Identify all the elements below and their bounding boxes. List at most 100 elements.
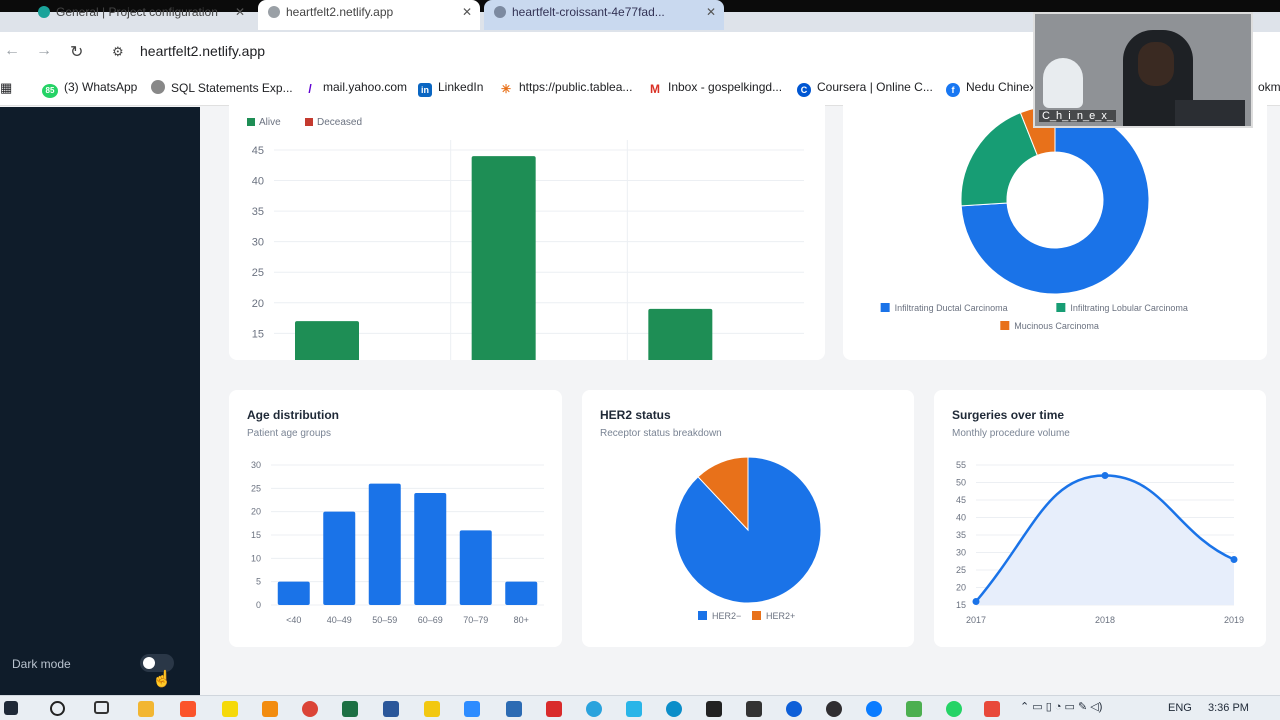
tab-label: heartfelt-croissant-4e77fad... [512, 5, 665, 19]
area-fill [976, 475, 1234, 605]
bar [368, 483, 401, 605]
y-tick-label: 40 [956, 513, 966, 523]
tab-favicon [38, 6, 50, 18]
legend-swatch [698, 611, 707, 620]
webcam-flowers [1043, 58, 1083, 108]
x-tick-label: 80+ [514, 615, 529, 625]
y-tick-label: 15 [252, 328, 264, 340]
excel-icon[interactable] [342, 701, 358, 717]
apps-grid-icon[interactable]: ▦ [0, 80, 13, 95]
y-tick-label: 20 [252, 298, 264, 310]
bookmark-facebook[interactable]: f Nedu Chinex [946, 80, 1035, 97]
close-icon[interactable]: ✕ [705, 5, 716, 19]
y-tick-label: 30 [251, 460, 261, 470]
language-indicator[interactable]: ENG [1168, 702, 1192, 714]
bookmark-gmail-inbox[interactable]: M Inbox - gospelkingd... [648, 80, 783, 96]
legend-swatch [1000, 321, 1010, 330]
file-explorer-icon[interactable] [138, 701, 154, 717]
snowflake-icon[interactable] [626, 701, 642, 717]
close-icon[interactable]: ✕ [461, 5, 472, 19]
y-tick-label: 40 [252, 176, 264, 188]
surgeries-line-chart: 15 20 25 30 35 40 45 50 55 2017 2018 2019 [956, 460, 1244, 625]
tab-favicon [494, 6, 506, 18]
stage-bar-chart: AliveDeceased051015202530354045Stage ISt… [247, 117, 804, 448]
bookmark-whatsapp[interactable]: 85 (3) WhatsApp [42, 80, 137, 98]
bar [414, 493, 447, 605]
legend-swatch [1056, 303, 1066, 312]
piano-icon[interactable] [746, 701, 762, 717]
toggle-knob [143, 657, 155, 669]
card-subtitle: Patient age groups [247, 428, 331, 439]
clock[interactable]: 3:36 PM [1208, 702, 1249, 714]
word-icon[interactable] [383, 701, 399, 717]
legend-label: Alive [259, 117, 281, 128]
tab-favicon [268, 6, 280, 18]
url-field[interactable]: heartfelt2.netlify.app [140, 43, 266, 59]
bookmark-coursera[interactable]: C Coursera | Online C... [797, 80, 933, 97]
data-point [1230, 556, 1238, 563]
sticky-notes-icon[interactable] [222, 701, 238, 717]
teamviewer-icon[interactable] [786, 701, 802, 717]
yahoo-icon: / [303, 82, 317, 96]
gmail-icon: M [648, 82, 662, 96]
capcut-icon[interactable] [706, 701, 722, 717]
back-arrow-icon[interactable]: ← [4, 42, 20, 59]
windows-taskbar: ⌃ ▭ ▯ ◔ ▭ ✎ ◁) ENG 3:36 PM [0, 695, 1280, 720]
power-bi-icon[interactable] [424, 701, 440, 717]
surgeries-card: Surgeries over time Monthly procedure vo… [934, 390, 1266, 647]
x-tick-label: <40 [286, 615, 301, 625]
vscode-icon[interactable] [506, 701, 522, 717]
her2-status-card: HER2 status Receptor status breakdown HE… [582, 390, 914, 647]
bookmark-linkedin[interactable]: in LinkedIn [418, 80, 483, 97]
legend-label: Mucinous Carcinoma [1014, 321, 1099, 331]
bookmark-overflow[interactable]: okma [1258, 80, 1280, 94]
vlc-icon[interactable] [262, 701, 278, 717]
bar [471, 156, 536, 425]
system-tray[interactable]: ⌃ ▭ ▯ ◔ ▭ ✎ ◁) [1020, 701, 1103, 713]
app-icon[interactable] [984, 701, 1000, 717]
forward-arrow-icon[interactable]: → [36, 42, 52, 59]
task-view-icon[interactable] [94, 701, 109, 714]
obs-icon[interactable] [826, 701, 842, 717]
bookmark-sql-statements[interactable]: SQL Statements Exp... [151, 80, 293, 95]
brave-icon[interactable] [180, 701, 196, 717]
messenger-icon[interactable] [866, 701, 882, 717]
y-tick-label: 10 [251, 553, 261, 563]
zoom-icon[interactable] [464, 701, 480, 717]
age-distribution-card: Age distribution Patient age groups 0 5 10… [229, 390, 562, 647]
bar [295, 321, 359, 425]
stage-outcome-card: AliveDeceased051015202530354045Stage ISt… [229, 97, 825, 448]
windows-start-icon[interactable] [4, 701, 18, 715]
y-tick-label: 35 [252, 206, 264, 218]
edge-icon[interactable] [666, 701, 682, 717]
acrobat-icon[interactable] [546, 701, 562, 717]
reload-icon[interactable]: ↻ [70, 44, 84, 61]
histology-card: Infiltrating Ductal Carcinoma Infiltratin… [843, 97, 1267, 360]
tab-heartfelt-croissant[interactable]: heartfelt-croissant-4e77fad... ✕ [484, 0, 724, 30]
chrome-icon[interactable] [302, 701, 318, 717]
close-icon[interactable]: ✕ [234, 5, 245, 19]
card-subtitle: Monthly procedure volume [952, 428, 1070, 439]
notes-icon[interactable] [906, 701, 922, 717]
y-tick-label: 15 [251, 530, 261, 540]
card-subtitle: Receptor status breakdown [600, 428, 722, 439]
tab-heartfelt2[interactable]: heartfelt2.netlify.app ✕ [258, 0, 480, 30]
y-tick-label: 55 [956, 460, 966, 470]
tab-label: heartfelt2.netlify.app [286, 5, 394, 19]
age-bar-chart: 0 5 10 15 20 25 30 <40 40–49 50–59 60–69 70–79 80+ [251, 460, 544, 625]
card-title: HER2 status [600, 408, 671, 422]
whatsapp-icon: 85 [42, 84, 58, 98]
whatsapp-taskbar-icon[interactable] [946, 701, 962, 717]
bookmark-tableau[interactable]: ✳ https://public.tablea... [499, 80, 633, 96]
data-point [972, 598, 980, 605]
site-settings-icon[interactable]: ⚙ [112, 44, 124, 59]
card-title: Age distribution [247, 408, 339, 422]
legend-swatch [752, 611, 761, 620]
telegram-icon[interactable] [586, 701, 602, 717]
dark-mode-toggle[interactable] [140, 654, 174, 672]
data-point [1101, 472, 1109, 479]
search-icon[interactable] [50, 701, 65, 716]
bar [459, 530, 492, 605]
bookmark-yahoo-mail[interactable]: / mail.yahoo.com [303, 80, 407, 96]
tab-project-configuration[interactable]: General | Project configuration ✕ [28, 0, 253, 30]
